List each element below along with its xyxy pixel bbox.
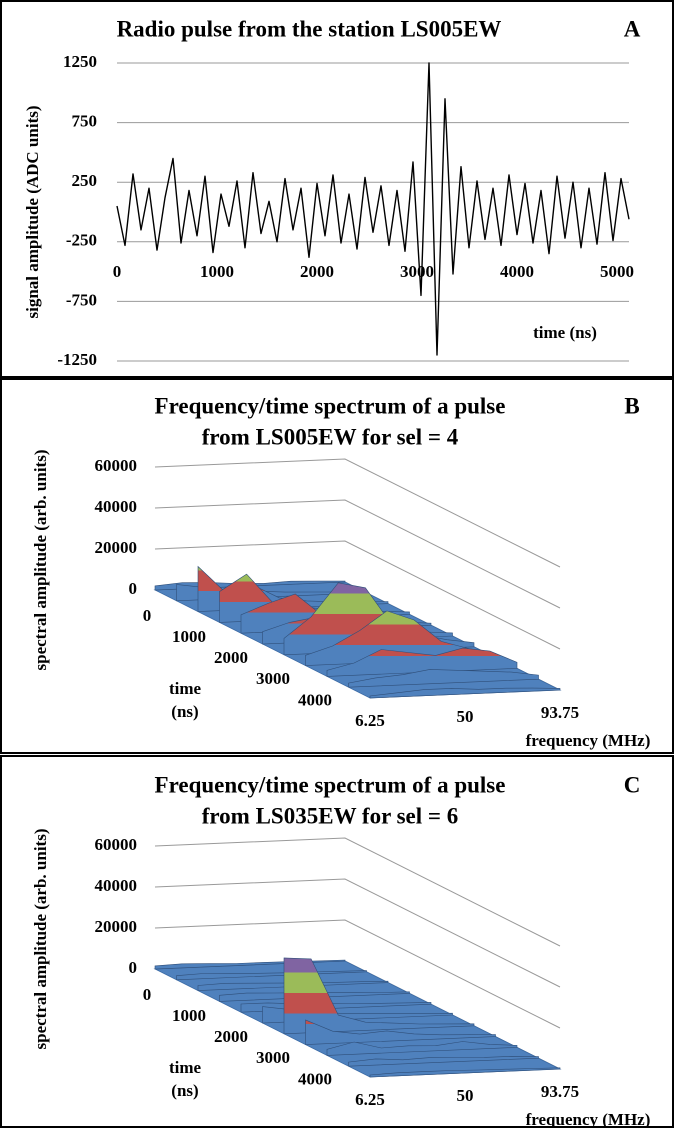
z-tick-label: 0: [129, 579, 138, 598]
t-tick-label: 3000: [256, 669, 290, 688]
f-axis-label: frequency (MHz): [526, 731, 651, 750]
y-axis-label: signal amplitude (ADC units): [23, 105, 42, 318]
surface-row: [326, 1041, 518, 1056]
z-tick-label: 40000: [95, 876, 138, 895]
t-tick-label: 0: [143, 985, 152, 1004]
surface-row: [369, 1067, 561, 1078]
z-tick-label: 40000: [95, 497, 138, 516]
grid-line: [154, 837, 561, 947]
grid-line: [154, 540, 561, 650]
surface-row: [305, 1019, 496, 1045]
y-axis-label: spectral amplitude (arb. units): [31, 450, 50, 671]
z-tick-label: 20000: [95, 538, 138, 557]
grid-line: [154, 919, 561, 1029]
x-tick-label: 0: [113, 262, 122, 281]
surface-row: [348, 1055, 539, 1067]
f-tick-label: 50: [457, 707, 474, 726]
t-axis-label: (ns): [171, 702, 198, 721]
surface-row: [283, 957, 475, 1035]
t-tick-label: 4000: [298, 690, 332, 709]
t-tick-label: 0: [143, 606, 152, 625]
t-tick-label: 4000: [298, 1069, 332, 1088]
y-tick-label: 750: [72, 112, 98, 131]
t-tick-label: 1000: [172, 627, 206, 646]
x-tick-label: 5000: [600, 262, 634, 281]
x-tick-label: 2000: [300, 262, 334, 281]
t-tick-label: 3000: [256, 1048, 290, 1067]
panel-frame: [0, 0, 674, 378]
chart-title: Frequency/time spectrum of a pulse: [155, 393, 506, 418]
t-axis-label: time: [169, 1058, 202, 1077]
grid-line: [154, 499, 561, 609]
x-tick-label: 4000: [500, 262, 534, 281]
f-tick-label: 6.25: [355, 711, 385, 730]
chart-title: from LS035EW for sel = 6: [202, 803, 459, 828]
chart-title: from LS005EW for sel = 4: [202, 424, 459, 449]
f-tick-label: 93.75: [541, 703, 579, 722]
panel-frame: [0, 378, 674, 754]
z-tick-label: 60000: [95, 456, 138, 475]
t-axis-label: (ns): [171, 1081, 198, 1100]
z-tick-label: 20000: [95, 917, 138, 936]
f-axis-label: frequency (MHz): [526, 1110, 651, 1128]
signal-line: [116, 62, 630, 356]
chart-title: Frequency/time spectrum of a pulse: [155, 772, 506, 797]
panel-letter: C: [624, 772, 641, 797]
x-tick-label: 3000: [400, 262, 434, 281]
surface-row: [348, 669, 539, 688]
panel-letter: A: [624, 16, 641, 41]
f-tick-label: 6.25: [355, 1090, 385, 1109]
panel-frame: [0, 755, 674, 1128]
x-axis-label: time (ns): [533, 323, 597, 342]
z-tick-label: 0: [129, 958, 138, 977]
grid-line: [154, 458, 561, 568]
f-tick-label: 50: [457, 1086, 474, 1105]
x-tick-label: 1000: [200, 262, 234, 281]
y-tick-label: -1250: [57, 350, 97, 369]
y-tick-label: 1250: [63, 52, 97, 71]
z-tick-label: 60000: [95, 835, 138, 854]
surface-row: [369, 687, 561, 699]
panel-letter: B: [624, 393, 639, 418]
t-tick-label: 1000: [172, 1006, 206, 1025]
t-tick-label: 2000: [214, 1027, 248, 1046]
f-tick-label: 93.75: [541, 1082, 579, 1101]
y-axis-label: spectral amplitude (arb. units): [31, 829, 50, 1050]
chart-title: Radio pulse from the station LS005EW: [117, 16, 502, 41]
y-tick-label: -750: [66, 290, 97, 309]
t-tick-label: 2000: [214, 648, 248, 667]
y-tick-label: 250: [72, 171, 98, 190]
surface-row: [326, 647, 518, 677]
grid-line: [154, 878, 561, 988]
y-tick-label: -250: [66, 231, 97, 250]
t-axis-label: time: [169, 679, 202, 698]
